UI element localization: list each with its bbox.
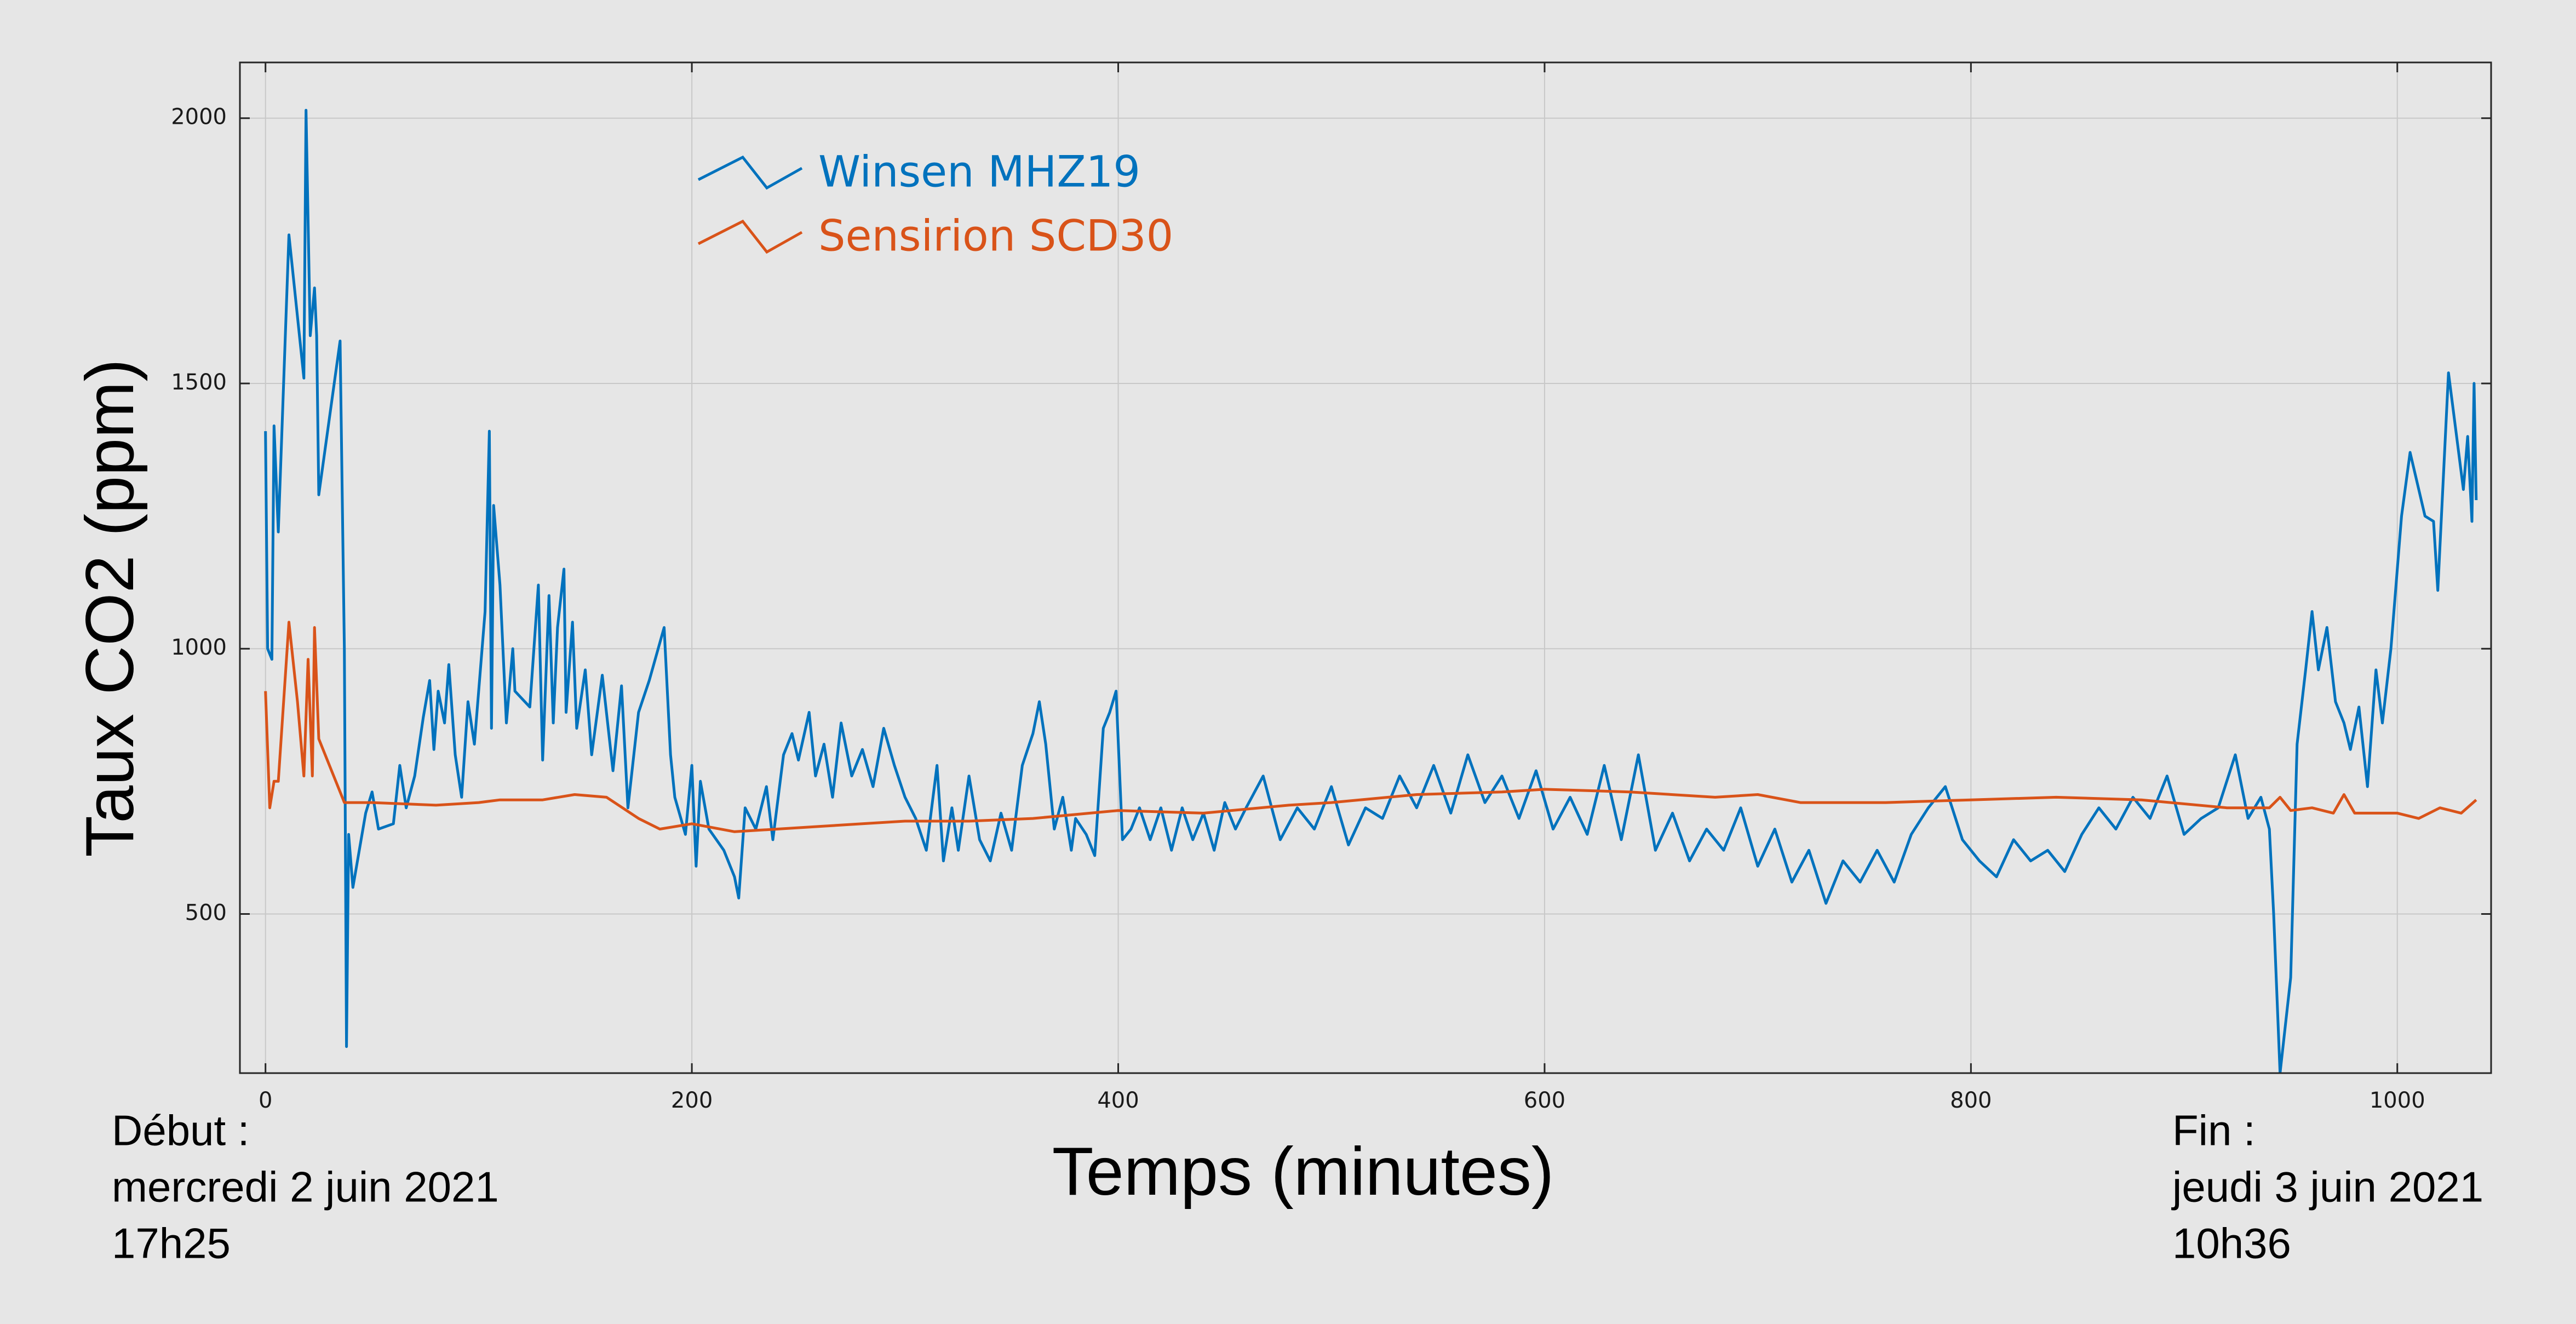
legend-swatch: [697, 155, 803, 190]
plot-area: [240, 62, 2491, 1073]
plot-frame: [239, 61, 2492, 1074]
x-axis-title: Temps (minutes): [1052, 1134, 1554, 1210]
legend-swatch: [697, 219, 803, 254]
y-tick-label: 2000: [171, 105, 227, 130]
data-line: [264, 108, 2478, 1073]
annotation: jeudi 3 juin 2021: [2171, 1163, 2483, 1211]
x-tick-label: 800: [1950, 1088, 1992, 1113]
annotation: 10h36: [2172, 1219, 2291, 1268]
legend-label: Winsen MHZ19: [818, 147, 1140, 197]
y-tick-label: 1000: [171, 635, 227, 660]
x-tick-label: 400: [1097, 1088, 1139, 1113]
annotation: Fin :: [2172, 1107, 2256, 1155]
annotation: 17h25: [112, 1219, 231, 1268]
annotation: Début :: [112, 1107, 249, 1155]
x-tick-label: 200: [671, 1088, 713, 1113]
data-line: [264, 621, 2477, 833]
annotation: mercredi 2 juin 2021: [112, 1163, 499, 1211]
y-axis-title: Taux CO2 (ppm): [72, 359, 148, 857]
y-tick-label: 1500: [171, 370, 227, 395]
x-tick-label: 0: [259, 1088, 272, 1113]
x-tick-label: 600: [1524, 1088, 1565, 1113]
y-tick-label: 500: [185, 900, 227, 925]
legend-label: Sensirion SCD30: [818, 211, 1173, 261]
x-tick-label: 1000: [2370, 1088, 2425, 1113]
